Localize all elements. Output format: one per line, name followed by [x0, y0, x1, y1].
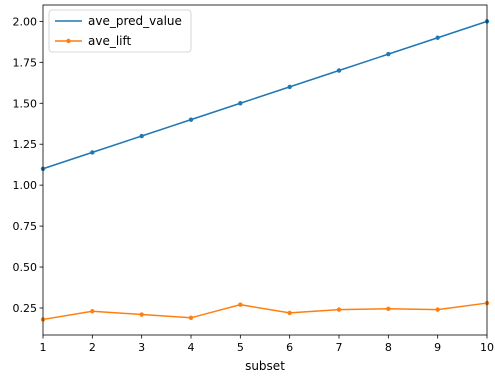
- data-point-ave-pred-value: [336, 68, 342, 73]
- series-line-ave-pred-value: [42, 20, 488, 170]
- y-axis-ticks: 0.25 0.50 0.75 1.00 1.25 1.50 1.75 2.00: [13, 15, 43, 315]
- x-tick-label: 10: [480, 341, 494, 354]
- y-tick-label: 1.75: [13, 56, 38, 69]
- legend-marker-ave-lift: [66, 38, 71, 44]
- y-tick-label: 1.00: [13, 179, 38, 192]
- data-point-ave-lift: [188, 315, 194, 320]
- data-point-ave-lift: [90, 309, 95, 314]
- data-point-ave-pred-value: [90, 150, 95, 155]
- x-tick-label: 1: [40, 341, 47, 354]
- x-tick-label: 6: [286, 341, 293, 354]
- x-tick-label: 2: [89, 341, 96, 354]
- x-tick-label: 3: [138, 341, 145, 354]
- data-point-ave-lift: [238, 302, 243, 307]
- x-tick-label: 9: [434, 341, 441, 354]
- y-tick-label: 2.00: [13, 15, 38, 28]
- x-tick-label: 5: [237, 341, 244, 354]
- y-tick-label: 0.75: [13, 220, 38, 233]
- legend-label-ave-lift: ave_lift: [88, 34, 132, 48]
- x-axis-ticks: 1 2 3 4 5 6 7 8 9 10: [40, 335, 494, 354]
- data-point-ave-lift: [336, 307, 342, 312]
- data-point-ave-pred-value: [386, 51, 391, 57]
- legend-label-ave-pred-value: ave_pred_value: [88, 14, 182, 28]
- x-tick-label: 8: [385, 341, 392, 354]
- data-point-ave-pred-value: [238, 101, 243, 106]
- x-axis-label: subset: [245, 359, 285, 373]
- x-tick-label: 4: [188, 341, 195, 354]
- data-point-ave-pred-value: [287, 84, 292, 90]
- data-point-ave-lift: [435, 307, 440, 312]
- data-point-ave-pred-value: [139, 133, 144, 139]
- series-lines: [42, 20, 488, 321]
- y-tick-label: 1.50: [13, 97, 38, 110]
- data-point-ave-pred-value: [188, 117, 194, 122]
- data-point-ave-pred-value: [435, 35, 440, 40]
- plot-area: [43, 5, 487, 335]
- data-point-ave-lift: [386, 306, 391, 311]
- data-point-ave-lift: [287, 310, 292, 316]
- data-point-ave-lift: [139, 312, 144, 317]
- y-tick-label: 0.50: [13, 261, 38, 274]
- plot-frame: [42, 4, 488, 336]
- series-markers: [40, 19, 490, 322]
- series-line-ave-lift: [42, 302, 488, 321]
- legend: ave_pred_value ave_lift: [48, 9, 192, 53]
- legend-box: [48, 9, 192, 53]
- x-tick-label: 7: [336, 341, 343, 354]
- y-tick-label: 0.25: [13, 302, 38, 315]
- y-tick-label: 1.25: [13, 138, 38, 151]
